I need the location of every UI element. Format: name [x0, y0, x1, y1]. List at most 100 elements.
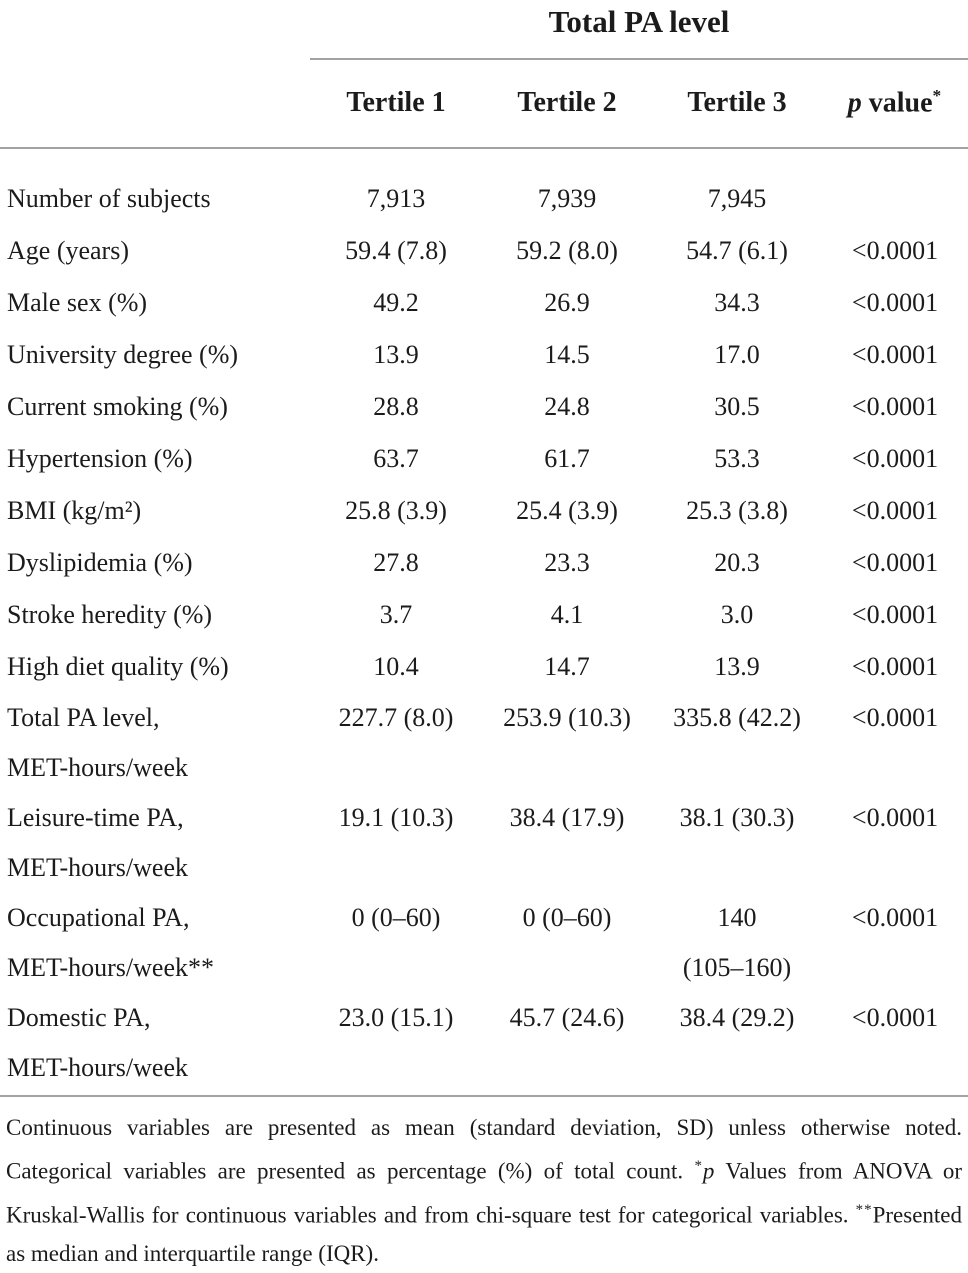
tertile2-value: 59.2 (8.0) [516, 236, 618, 266]
tertile1-value: 23.0 (15.1) [338, 1003, 454, 1033]
footnote-p-symbol: p [702, 1158, 715, 1184]
p-value: <0.0001 [851, 548, 939, 578]
tertile3-value: 30.5 [714, 392, 760, 422]
column-header-tertile3: Tertile 3 [652, 59, 822, 150]
p-value: <0.0001 [851, 903, 939, 933]
table-row: Leisure-time PA, MET-hours/week 19.1 (10… [0, 793, 968, 893]
tertile1-value: 63.7 [373, 444, 419, 474]
row-label: Male sex (%) [7, 288, 148, 318]
row-label: Dyslipidemia (%) [7, 548, 193, 578]
tertile3-value: 3.0 [720, 600, 754, 630]
p-value: <0.0001 [851, 1003, 939, 1033]
p-value: <0.0001 [851, 600, 939, 630]
table-row: Age (years) 59.4 (7.8) 59.2 (8.0) 54.7 (… [0, 225, 968, 277]
row-label: Current smoking (%) [7, 392, 228, 422]
tertile2-value: 14.7 [544, 652, 590, 682]
tertile3-value: 13.9 [714, 652, 760, 682]
tertile3-value: 25.3 (3.8) [686, 496, 788, 526]
baseline-characteristics-table: Total PA level Tertile 1 Tertile 2 Terti… [0, 0, 968, 1093]
p-symbol: p [847, 87, 862, 119]
tertile1-value: 10.4 [373, 652, 419, 682]
p-value: <0.0001 [851, 340, 939, 370]
p-value: <0.0001 [851, 652, 939, 682]
tertile1-value: 49.2 [373, 288, 419, 318]
p-value-label: value [868, 87, 933, 119]
table-row: Hypertension (%) 63.7 61.7 53.3 <0.0001 [0, 433, 968, 485]
row-label: Hypertension (%) [7, 444, 193, 474]
tertile1-value: 19.1 (10.3) [338, 803, 454, 833]
spacer-cell [0, 0, 310, 59]
column-header-row: Tertile 1 Tertile 2 Tertile 3 p value* [0, 59, 968, 150]
row-label: Number of subjects [7, 184, 211, 214]
p-value-star: * [932, 86, 943, 105]
table-row: High diet quality (%) 10.4 14.7 13.9 <0.… [0, 641, 968, 693]
column-header-pvalue: p value* [822, 59, 968, 150]
table-row: Dyslipidemia (%) 27.8 23.3 20.3 <0.0001 [0, 537, 968, 589]
tertile3-value: 34.3 [714, 288, 760, 318]
p-value: <0.0001 [851, 703, 939, 733]
tertile2-value: 4.1 [550, 600, 584, 630]
tertile1-value: 3.7 [379, 600, 413, 630]
p-value: <0.0001 [851, 236, 939, 266]
table-row: Male sex (%) 49.2 26.9 34.3 <0.0001 [0, 277, 968, 329]
tertile2-value: 26.9 [544, 288, 590, 318]
footnote-text: Values from ANOVA or Kruskal-Wallis for … [6, 1158, 962, 1228]
tertile2-value: 14.5 [544, 340, 590, 370]
tertile3-value: 335.8 (42.2) [673, 703, 801, 733]
p-value: <0.0001 [851, 444, 939, 474]
table-row: University degree (%) 13.9 14.5 17.0 <0.… [0, 329, 968, 381]
column-header-tertile2: Tertile 2 [482, 59, 652, 150]
column-header-tertile1: Tertile 1 [310, 59, 482, 150]
table-row: Occupational PA, MET-hours/week** 0 (0–6… [0, 893, 968, 993]
row-label: Total PA level, MET-hours/week [7, 703, 189, 783]
tertile2-value: 7,939 [537, 184, 597, 214]
table-row: Domestic PA, MET-hours/week 23.0 (15.1) … [0, 993, 968, 1093]
row-label: Occupational PA, MET-hours/week** [7, 903, 215, 983]
tertile3-value: 20.3 [714, 548, 760, 578]
row-label: Stroke heredity (%) [7, 600, 213, 630]
tertile2-value: 38.4 (17.9) [509, 803, 625, 833]
span-header: Total PA level [310, 0, 968, 60]
tertile3-value: 7,945 [707, 184, 767, 214]
footnote-star: * [694, 1158, 703, 1175]
tertile2-value: 45.7 (24.6) [509, 1003, 625, 1033]
tertile3-value: 38.4 (29.2) [679, 1003, 795, 1033]
p-value: <0.0001 [851, 288, 939, 318]
tertile1-value: 28.8 [373, 392, 419, 422]
row-label: BMI (kg/m²) [7, 496, 142, 526]
p-value [822, 148, 968, 225]
tertile2-value: 24.8 [544, 392, 590, 422]
table-row: Current smoking (%) 28.8 24.8 30.5 <0.00… [0, 381, 968, 433]
tertile3-value: 140 (105–160) [682, 903, 792, 983]
table-row: Total PA level, MET-hours/week 227.7 (8.… [0, 693, 968, 793]
tertile1-value: 59.4 (7.8) [345, 236, 447, 266]
tertile1-value: 7,913 [366, 184, 426, 214]
tertile2-value: 0 (0–60) [522, 903, 612, 933]
spacer-cell [0, 59, 310, 150]
p-value: <0.0001 [851, 496, 939, 526]
footnote-double-star: ** [855, 1201, 873, 1218]
tertile3-value: 38.1 (30.3) [679, 803, 795, 833]
footnote-text: Continuous variables are presented as me… [6, 1115, 962, 1184]
table-row: Stroke heredity (%) 3.7 4.1 3.0 <0.0001 [0, 589, 968, 641]
row-label: Leisure-time PA, MET-hours/week [7, 803, 189, 883]
tertile3-value: 54.7 (6.1) [686, 236, 788, 266]
table-footnote: Continuous variables are presented as me… [0, 1095, 968, 1272]
p-value: <0.0001 [851, 803, 939, 833]
row-label: Age (years) [7, 236, 129, 266]
tertile1-value: 27.8 [373, 548, 419, 578]
tertile2-value: 61.7 [544, 444, 590, 474]
tertile2-value: 25.4 (3.9) [516, 496, 618, 526]
tertile1-value: 0 (0–60) [351, 903, 441, 933]
row-label: University degree (%) [7, 340, 239, 370]
row-label: High diet quality (%) [7, 652, 229, 682]
row-label: Domestic PA, MET-hours/week [7, 1003, 189, 1083]
span-header-row: Total PA level [0, 0, 968, 60]
tertile3-value: 53.3 [714, 444, 760, 474]
tertile3-value: 17.0 [714, 340, 760, 370]
tertile1-value: 13.9 [373, 340, 419, 370]
p-value: <0.0001 [851, 392, 939, 422]
tertile1-value: 25.8 (3.9) [345, 496, 447, 526]
tertile2-value: 23.3 [544, 548, 590, 578]
